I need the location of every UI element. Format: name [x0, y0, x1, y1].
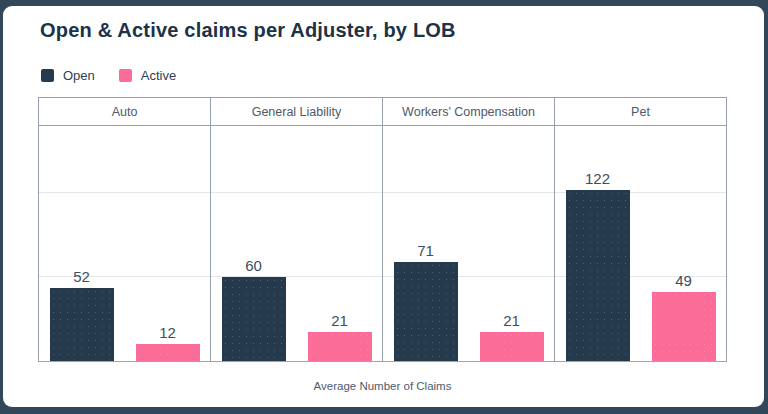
category-header-pet: Pet [555, 98, 726, 125]
bar-open-general-liability[interactable] [222, 277, 286, 361]
bar-group-auto-open: 52 [50, 268, 114, 361]
category-column-auto: 52 12 [39, 126, 211, 361]
bar-open-workers-compensation[interactable] [394, 262, 458, 361]
bar-active-auto[interactable] [136, 344, 200, 361]
bar-group-general-liability-open: 60 [222, 257, 286, 361]
legend-color-swatch-icon [41, 69, 54, 82]
bar-value-label: 52 [73, 268, 90, 285]
bar-value-label: 12 [159, 324, 176, 341]
legend-label: Open [63, 68, 95, 83]
legend: Open Active [41, 68, 176, 83]
chart-title: Open & Active claims per Adjuster, by LO… [40, 19, 456, 42]
plot-area: 52 12 60 21 71 21 122 49 [38, 126, 727, 362]
bar-group-auto-active: 12 [136, 324, 200, 361]
bar-active-workers-compensation[interactable] [480, 332, 544, 361]
legend-color-swatch-icon [119, 69, 132, 82]
bar-group-pet-active: 49 [652, 272, 716, 361]
bar-value-label: 21 [503, 312, 520, 329]
bar-group-workers-compensation-open: 71 [394, 242, 458, 361]
bar-group-general-liability-active: 21 [308, 312, 372, 361]
bar-active-general-liability[interactable] [308, 332, 372, 361]
bar-value-label: 21 [331, 312, 348, 329]
bar-value-label: 49 [675, 272, 692, 289]
bar-group-workers-compensation-active: 21 [480, 312, 544, 361]
bar-group-pet-open: 122 [566, 170, 630, 361]
category-header-row: AutoGeneral LiabilityWorkers' Compensati… [38, 97, 727, 126]
screenshot-canvas: Open & Active claims per Adjuster, by LO… [0, 0, 768, 414]
x-axis-title: Average Number of Claims [38, 380, 727, 392]
bar-open-auto[interactable] [50, 288, 114, 361]
legend-item-open[interactable]: Open [41, 68, 95, 83]
legend-item-active[interactable]: Active [119, 68, 176, 83]
category-header-workers-compensation: Workers' Compensation [383, 98, 555, 125]
category-header-auto: Auto [39, 98, 211, 125]
bar-active-pet[interactable] [652, 292, 716, 361]
bar-value-label: 60 [245, 257, 262, 274]
bar-value-label: 71 [417, 242, 434, 259]
chart-card: Open & Active claims per Adjuster, by LO… [3, 6, 764, 407]
bar-value-label: 122 [585, 170, 610, 187]
bar-open-pet[interactable] [566, 190, 630, 361]
bar-chart: AutoGeneral LiabilityWorkers' Compensati… [38, 97, 727, 362]
legend-label: Active [141, 68, 176, 83]
category-column-pet: 122 49 [555, 126, 726, 361]
category-header-general-liability: General Liability [211, 98, 383, 125]
category-column-workers-compensation: 71 21 [383, 126, 555, 361]
category-column-general-liability: 60 21 [211, 126, 383, 361]
